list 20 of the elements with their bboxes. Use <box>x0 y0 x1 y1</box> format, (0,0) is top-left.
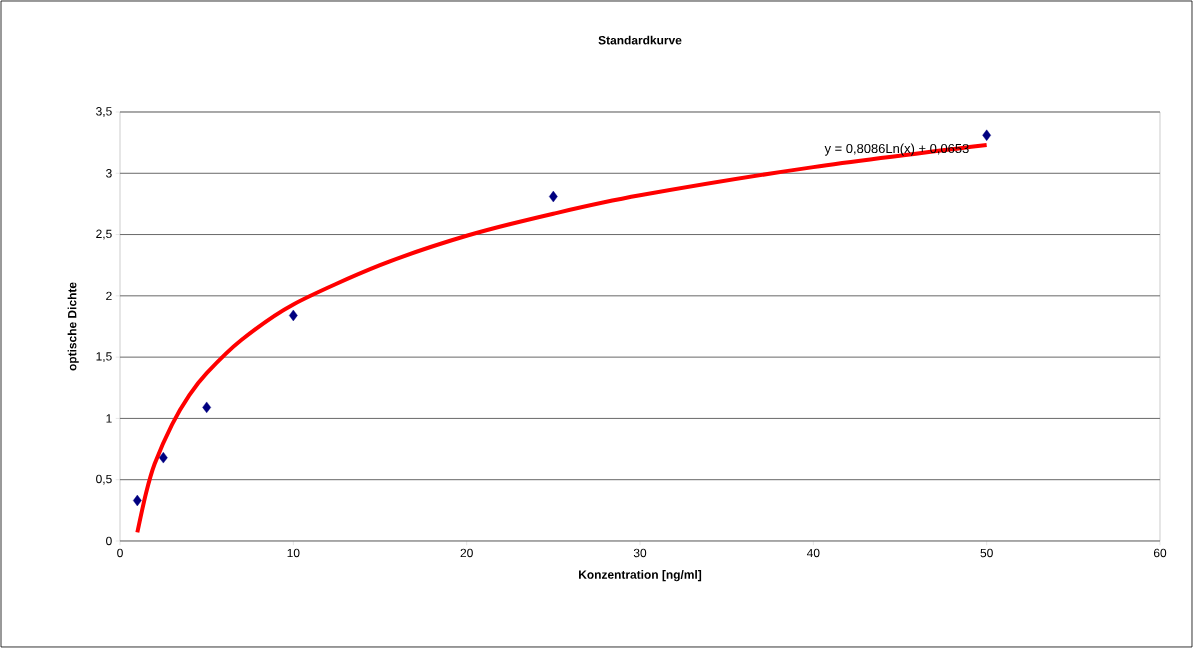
y-axis-title: optische Dichte <box>67 282 79 371</box>
x-tick-label: 30 <box>633 548 647 558</box>
x-tick-label: 50 <box>980 548 993 558</box>
y-tick-label: 3 <box>106 169 112 178</box>
y-tick-label: 2 <box>106 291 112 301</box>
y-tick-label: 1 <box>106 414 112 423</box>
x-tick-label: 40 <box>806 548 820 558</box>
x-axis-title: Konzentration [ng/ml] <box>579 570 702 582</box>
y-tick-label: 1,5 <box>96 352 112 363</box>
y-tick-label: 3,5 <box>96 107 112 117</box>
y-tick-label: 2,5 <box>96 229 112 240</box>
x-tick-label: 60 <box>1153 548 1167 558</box>
x-tick-label: 0 <box>117 548 123 558</box>
x-tick-label: 20 <box>460 548 473 558</box>
y-tick-label: 0,5 <box>96 474 112 485</box>
y-tick-label: 0 <box>106 536 112 546</box>
point <box>982 129 991 141</box>
x-tick-label: 10 <box>287 548 300 558</box>
line-series <box>135 143 989 535</box>
chart-title: Standardkurve <box>598 35 682 45</box>
